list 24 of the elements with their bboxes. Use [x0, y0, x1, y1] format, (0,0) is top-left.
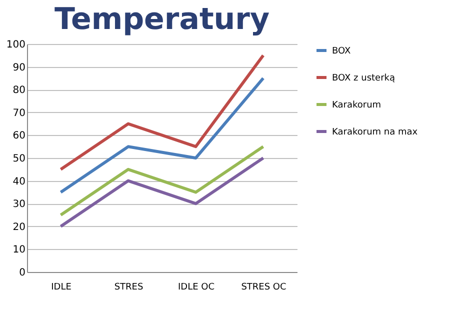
y-tick-label: 70 [12, 108, 26, 119]
y-tick-label: 20 [12, 222, 26, 233]
legend-label: Karakorum na max [332, 128, 418, 138]
line-series [59, 54, 265, 171]
legend-label: Karakorum [332, 100, 382, 110]
x-tick-label: STRES [114, 282, 144, 292]
y-tick-label: 60 [12, 130, 26, 142]
y-tick-label: 10 [12, 244, 26, 256]
y-tick-label: 30 [12, 199, 26, 210]
x-tick-label: IDLE OC [178, 282, 215, 292]
y-tick-label: 0 [19, 268, 26, 278]
line-series [59, 156, 265, 228]
y-tick-label: 50 [12, 154, 26, 164]
chart-title: Temperatury [54, 2, 270, 37]
legend-label: BOX z usterką [332, 74, 396, 84]
line-series [59, 76, 265, 194]
y-tick-label: 90 [12, 62, 26, 74]
y-tick-label: 100 [6, 40, 26, 50]
y-tick-label: 40 [12, 176, 26, 188]
y-tick-label: 80 [12, 85, 26, 96]
legend-label: BOX [332, 46, 351, 56]
x-tick-label: STRES OC [241, 282, 286, 292]
x-tick-label: IDLE [51, 282, 72, 292]
line-series [59, 145, 265, 216]
